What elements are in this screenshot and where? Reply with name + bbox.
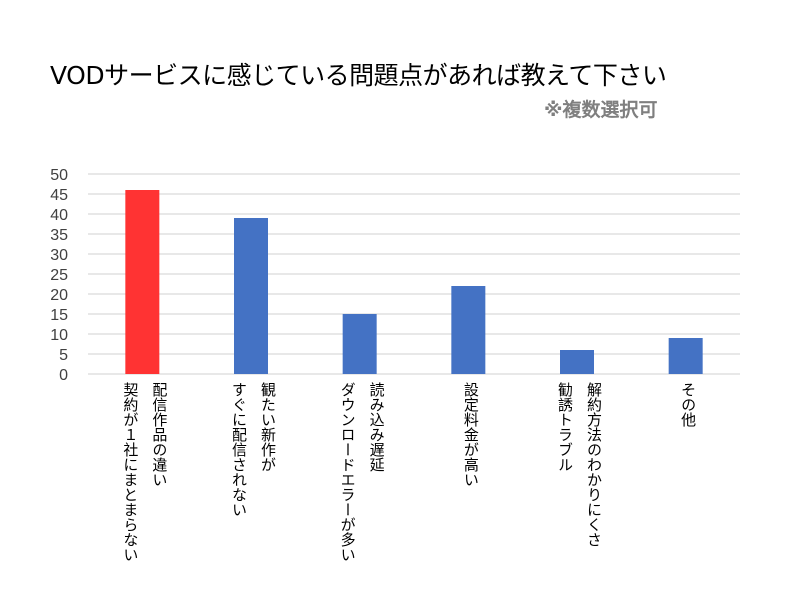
bar-6 — [668, 338, 703, 374]
bar-3 — [342, 314, 377, 374]
y-tick-label: 50 — [50, 167, 68, 184]
x-tick-label: 設定料金が高い — [461, 382, 480, 487]
x-tick-label: 読み込み遅延 ダウンロードエラーが多い — [338, 382, 386, 562]
y-tick-label: 45 — [50, 187, 68, 204]
x-tick-label: 観たい新作が すぐに配信されない — [230, 382, 277, 517]
y-tick-label: 20 — [50, 287, 68, 304]
y-tick-label: 30 — [50, 247, 68, 264]
chart-title: VODサービスに感じている問題点があれば教えて下さい — [50, 61, 667, 90]
bar-2 — [234, 218, 268, 374]
y-tick-label: 0 — [59, 367, 68, 384]
y-tick-label: 35 — [50, 227, 68, 244]
bar-1 — [125, 190, 160, 374]
y-tick-label: 40 — [50, 207, 68, 224]
y-tick-label: 10 — [50, 327, 68, 344]
x-tick-label: 配信作品の違い 契約が１社にまとまらない — [121, 382, 169, 562]
x-tick-label: その他 — [679, 382, 698, 427]
y-tick-label: 25 — [50, 267, 68, 284]
y-tick-label: 5 — [59, 347, 68, 364]
bar-5 — [560, 350, 594, 374]
chart-subtitle: ※複数選択可 — [544, 99, 658, 121]
y-tick-label: 15 — [50, 307, 68, 324]
x-tick-label: 解約方法のわかりにくさ 勧誘トラブル — [556, 382, 603, 547]
bar-4 — [451, 286, 486, 374]
